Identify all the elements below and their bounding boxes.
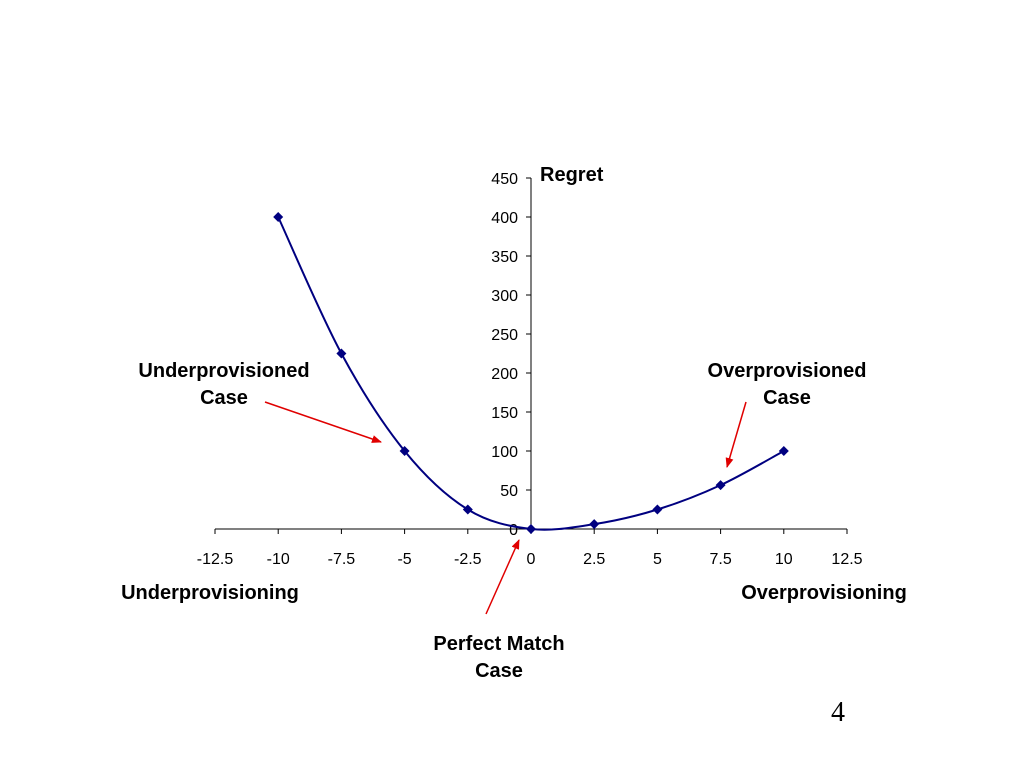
x-tick-label: -2.5 <box>454 551 482 568</box>
page-number: 4 <box>831 697 845 728</box>
annotation-perfect-match-line1: Perfect Match <box>433 633 564 655</box>
y-axis-ticks: 0 50 100 150 200 250 300 350 400 450 <box>491 171 531 539</box>
x-tick-label: 2.5 <box>583 551 605 568</box>
data-point-marker <box>652 504 663 515</box>
x-tick-label: -12.5 <box>197 551 234 568</box>
x-tick-label: 7.5 <box>709 551 731 568</box>
x-axis-right-label: Overprovisioning <box>741 582 907 604</box>
arrow-perfect-match <box>485 539 520 615</box>
y-axis-label: Regret <box>540 164 604 186</box>
y-tick-label: 200 <box>491 366 518 383</box>
y-tick-label: 150 <box>491 405 518 422</box>
y-tick-label: 100 <box>491 444 518 461</box>
series-markers <box>273 212 789 534</box>
data-point-marker <box>526 524 536 534</box>
x-axis-left-label: Underprovisioning <box>121 582 299 604</box>
y-tick-label: 250 <box>491 327 518 344</box>
data-point-marker <box>778 446 789 456</box>
y-tick-label: 400 <box>491 210 518 227</box>
annotation-overprovisioned-line1: Overprovisioned <box>708 360 867 382</box>
x-tick-label: 10 <box>775 551 793 568</box>
data-point-marker <box>399 446 410 456</box>
data-point-marker <box>715 480 726 491</box>
data-point-marker <box>589 519 600 530</box>
x-tick-label: -5 <box>397 551 411 568</box>
y-tick-label: 350 <box>491 249 518 266</box>
x-axis-ticks: -12.5 -10 -7.5 -5 -2.5 0 2.5 5 7.5 10 12.5 <box>197 529 863 568</box>
annotation-underprovisioned-line2: Case <box>200 387 248 409</box>
arrow-underprovisioned <box>264 401 382 443</box>
y-tick-label: 300 <box>491 288 518 305</box>
annotation-perfect-match-line2: Case <box>475 660 523 682</box>
data-point-marker <box>462 504 473 515</box>
data-point-marker <box>273 212 284 222</box>
y-tick-label: 50 <box>500 483 518 500</box>
annotation-overprovisioned-line2: Case <box>763 387 811 409</box>
y-tick-label: 450 <box>491 171 518 188</box>
y-tick-label: 0 <box>509 522 518 539</box>
data-point-marker <box>336 348 347 359</box>
x-tick-label: -7.5 <box>328 551 356 568</box>
x-tick-label: 12.5 <box>831 551 862 568</box>
x-tick-label: 0 <box>527 551 536 568</box>
arrow-overprovisioned <box>725 401 747 468</box>
x-tick-label: -10 <box>267 551 290 568</box>
x-tick-label: 5 <box>653 551 662 568</box>
annotation-underprovisioned-line1: Underprovisioned <box>138 360 309 382</box>
